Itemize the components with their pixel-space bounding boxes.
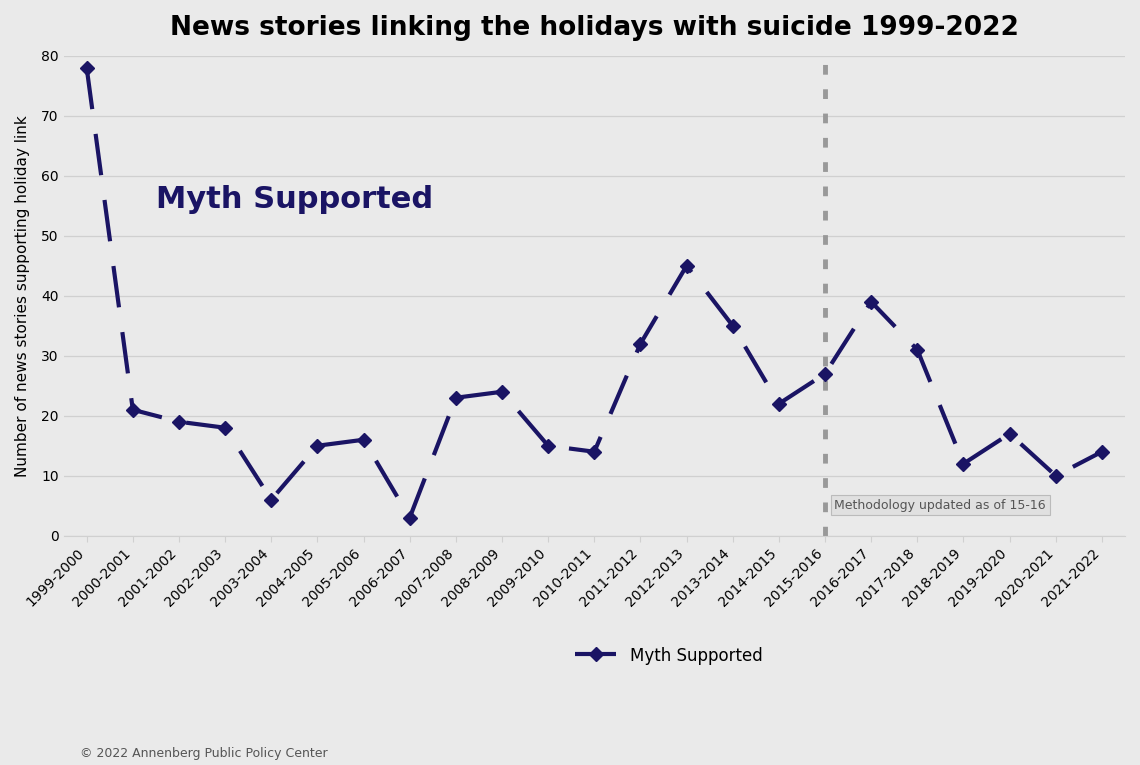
Myth Supported: [1096, 448, 1109, 457]
Text: Myth Supported: Myth Supported: [156, 185, 433, 214]
Line: Myth Supported: Myth Supported: [82, 63, 1107, 522]
Y-axis label: Number of news stories supporting holiday link: Number of news stories supporting holida…: [15, 115, 30, 477]
Text: Methodology updated as of 15-16: Methodology updated as of 15-16: [834, 499, 1045, 512]
Myth Supported: [310, 441, 324, 451]
Myth Supported: [726, 321, 740, 330]
Myth Supported: [449, 393, 463, 402]
Myth Supported: [911, 345, 925, 354]
Myth Supported: [218, 423, 231, 432]
Myth Supported: [679, 261, 693, 270]
Myth Supported: [357, 435, 370, 444]
Myth Supported: [402, 513, 416, 522]
Myth Supported: [1003, 429, 1017, 438]
Myth Supported: [127, 405, 140, 415]
Myth Supported: [819, 369, 832, 379]
Text: © 2022 Annenberg Public Policy Center: © 2022 Annenberg Public Policy Center: [80, 747, 327, 760]
Myth Supported: [587, 448, 601, 457]
Title: News stories linking the holidays with suicide 1999-2022: News stories linking the holidays with s…: [170, 15, 1019, 41]
Myth Supported: [495, 387, 508, 396]
Myth Supported: [542, 441, 555, 451]
Myth Supported: [264, 495, 278, 504]
Myth Supported: [80, 63, 93, 73]
Myth Supported: [956, 459, 970, 468]
Myth Supported: [864, 297, 878, 306]
Myth Supported: [1049, 471, 1062, 480]
Myth Supported: [772, 399, 785, 409]
Legend: Myth Supported: Myth Supported: [568, 640, 770, 672]
Myth Supported: [634, 339, 648, 348]
Myth Supported: [172, 417, 186, 426]
